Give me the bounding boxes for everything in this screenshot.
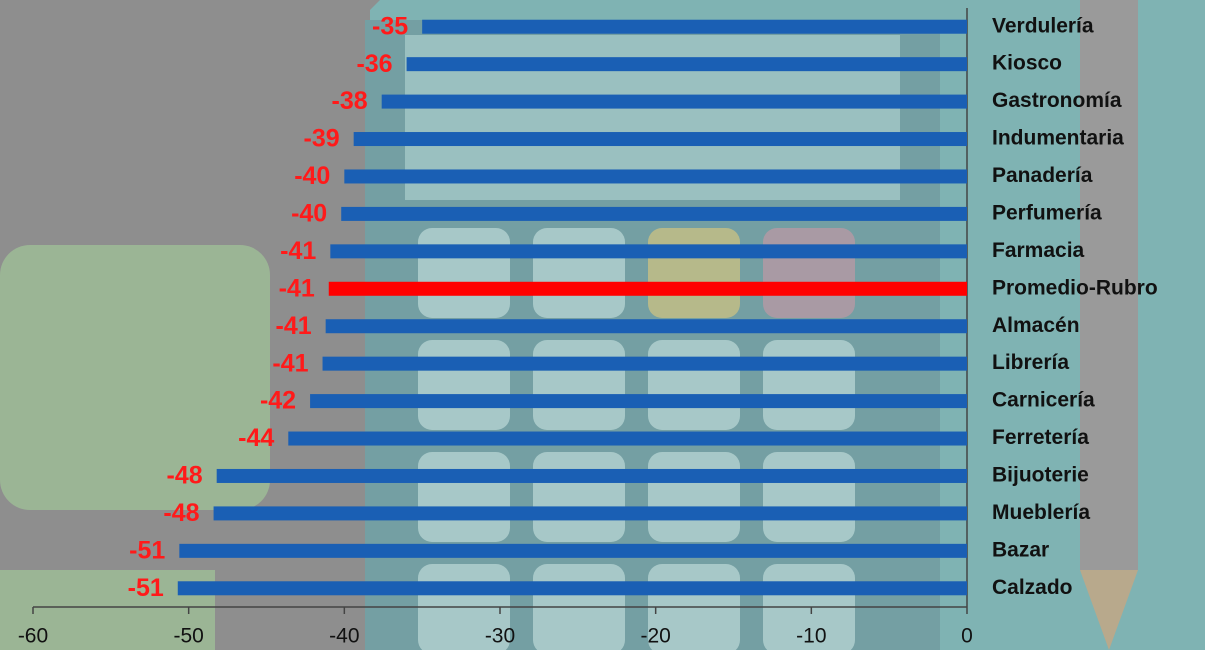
x-tick-label: -40 (329, 625, 359, 648)
value-label: -36 (356, 50, 392, 78)
category-label: Promedio-Rubro (992, 276, 1158, 299)
x-tick-label: -30 (485, 625, 515, 648)
value-label: -39 (304, 125, 340, 153)
category-label: Indumentaria (992, 127, 1124, 150)
category-label: Bijuoterie (992, 464, 1089, 487)
x-tick-label: -60 (18, 625, 48, 648)
category-label: Perfumería (992, 201, 1102, 224)
value-label: -48 (167, 462, 203, 490)
bar (344, 169, 967, 184)
value-label: -51 (128, 574, 164, 602)
x-tick-label: -50 (173, 625, 203, 648)
bar (381, 94, 967, 109)
category-label: Kiosco (992, 52, 1062, 75)
category-label: Librería (992, 351, 1069, 374)
x-tick-label: -20 (640, 625, 670, 648)
bar (310, 394, 967, 409)
bar (322, 356, 967, 371)
value-label: -41 (280, 237, 316, 265)
value-label: -42 (260, 387, 296, 415)
category-label: Bazar (992, 538, 1049, 561)
bar (330, 244, 967, 259)
value-label: -35 (372, 12, 408, 40)
value-label: -41 (276, 312, 312, 340)
category-label: Calzado (992, 576, 1073, 599)
bar (288, 431, 967, 446)
bar (213, 506, 967, 521)
x-tick-label: -10 (796, 625, 826, 648)
bar (325, 319, 967, 334)
bar (328, 281, 967, 296)
category-label: Mueblería (992, 501, 1090, 524)
value-label: -38 (332, 87, 368, 115)
value-label: -41 (279, 274, 315, 302)
value-label: -41 (272, 349, 308, 377)
category-label: Farmacia (992, 239, 1085, 262)
category-label: Almacén (992, 314, 1080, 337)
value-label: -48 (163, 499, 199, 527)
bar (341, 206, 968, 221)
value-label: -44 (238, 424, 274, 452)
bar (422, 19, 968, 34)
category-label: Verdulería (992, 14, 1094, 37)
bar (177, 581, 967, 596)
category-label: Gastronomía (992, 89, 1122, 112)
x-tick-label: 0 (961, 625, 973, 648)
value-label: -51 (129, 536, 165, 564)
bar (406, 57, 968, 72)
category-label: Panadería (992, 164, 1093, 187)
bar (353, 132, 967, 147)
value-label: -40 (291, 200, 327, 228)
category-label: Ferretería (992, 426, 1089, 449)
bar (179, 543, 967, 558)
bar (216, 468, 968, 483)
value-label: -40 (294, 162, 330, 190)
category-label: Carnicería (992, 389, 1095, 412)
